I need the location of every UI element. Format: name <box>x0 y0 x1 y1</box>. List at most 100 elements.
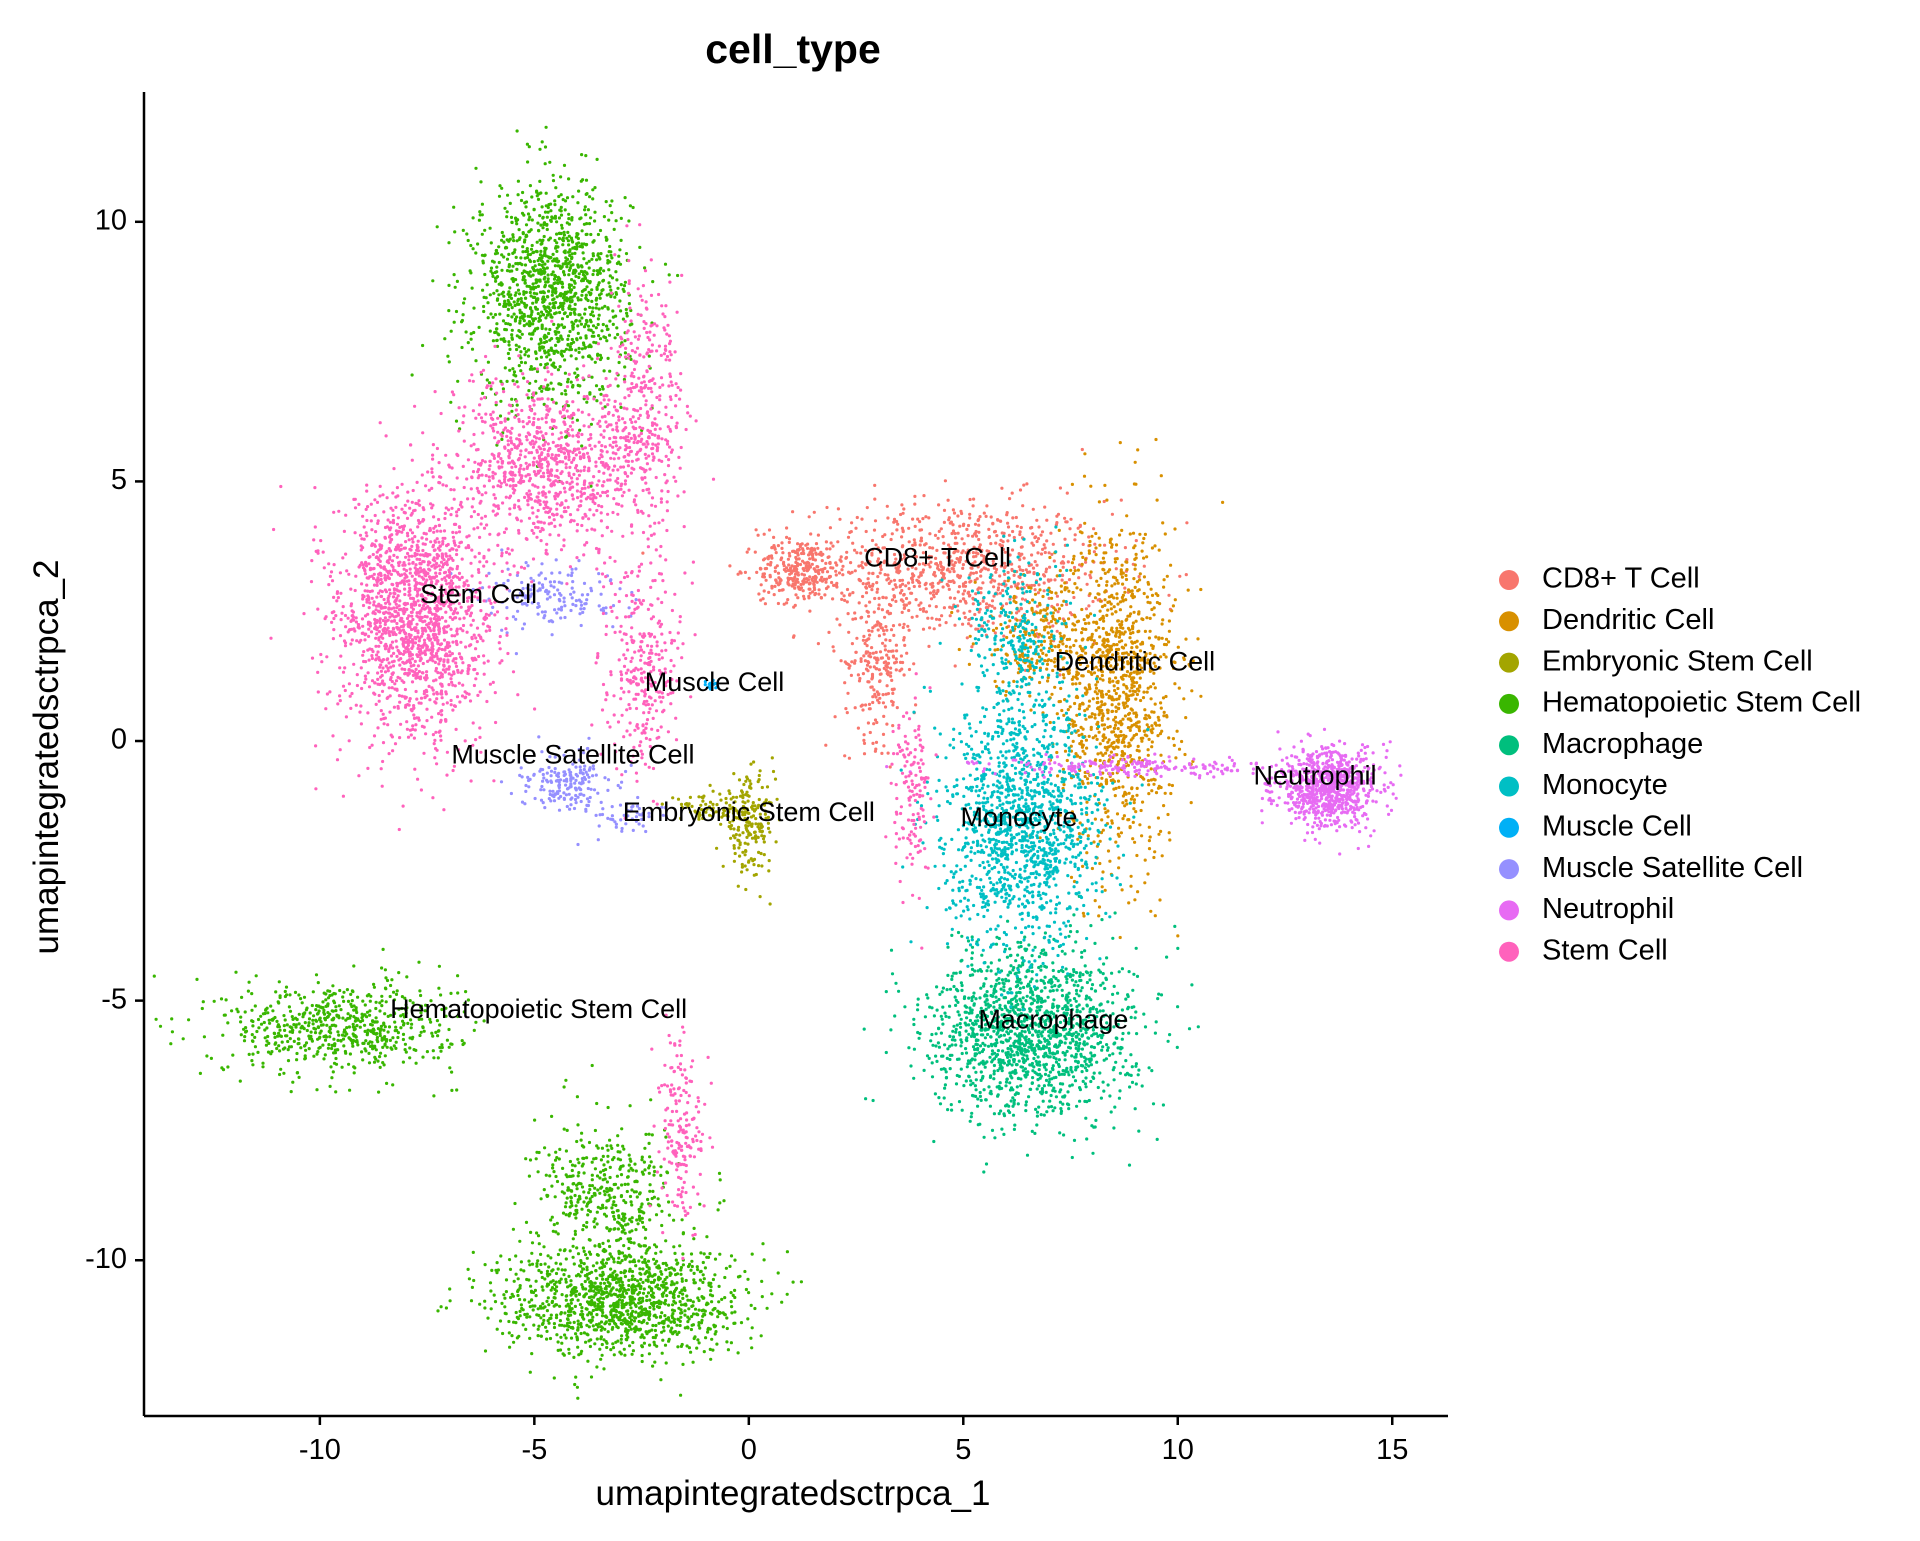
data-point <box>321 1006 325 1010</box>
data-point <box>800 551 804 556</box>
data-point <box>814 551 818 555</box>
data-point <box>792 567 796 571</box>
data-point <box>1102 619 1106 623</box>
data-point <box>519 297 523 301</box>
data-point <box>332 1001 337 1005</box>
data-point <box>1168 838 1172 842</box>
data-point <box>923 583 927 587</box>
data-point <box>971 642 975 646</box>
data-point <box>885 684 889 688</box>
data-point <box>368 999 372 1003</box>
data-point <box>1110 626 1114 630</box>
data-point <box>362 1041 366 1045</box>
data-point <box>594 306 598 310</box>
data-point <box>882 744 886 748</box>
data-point <box>831 544 835 548</box>
data-point <box>997 582 1001 586</box>
data-point <box>1021 504 1025 508</box>
data-point <box>495 289 499 293</box>
data-point <box>1149 778 1153 782</box>
data-point <box>1160 854 1164 858</box>
data-point <box>563 371 568 375</box>
data-point <box>618 248 622 252</box>
data-point <box>853 548 857 552</box>
data-point <box>768 575 772 579</box>
data-point <box>1063 537 1067 541</box>
data-point <box>1129 605 1133 609</box>
data-point <box>404 1050 408 1054</box>
data-point <box>1097 583 1101 588</box>
data-point <box>1097 536 1101 540</box>
data-point <box>1139 808 1143 813</box>
data-point <box>845 662 849 666</box>
data-point <box>1137 756 1142 760</box>
data-point <box>780 541 784 545</box>
data-point <box>297 1037 301 1041</box>
data-point <box>872 722 876 726</box>
data-point <box>836 540 840 544</box>
data-point <box>1041 594 1045 599</box>
data-point <box>864 586 869 590</box>
data-point <box>409 1026 413 1030</box>
data-point <box>1083 686 1087 690</box>
data-point <box>933 574 937 578</box>
data-point <box>738 843 742 847</box>
data-point <box>1180 739 1184 744</box>
data-point <box>861 566 865 570</box>
data-point <box>774 840 778 844</box>
data-point <box>801 549 805 553</box>
data-point <box>1092 840 1096 844</box>
data-point <box>815 580 819 584</box>
data-point <box>605 293 609 297</box>
data-point <box>599 252 603 256</box>
data-point <box>539 242 543 246</box>
data-point <box>1150 593 1155 598</box>
data-point <box>576 264 580 268</box>
data-point <box>347 1062 351 1066</box>
data-point <box>1042 619 1046 623</box>
data-point <box>553 274 558 278</box>
data-point <box>1152 855 1156 860</box>
data-point <box>364 1049 368 1053</box>
data-point <box>261 1065 265 1069</box>
data-point <box>1049 619 1053 624</box>
data-point <box>942 508 947 512</box>
data-point <box>630 322 634 326</box>
data-point <box>401 1032 406 1036</box>
data-point <box>882 714 886 719</box>
data-point <box>293 990 298 995</box>
data-point <box>1086 834 1090 838</box>
data-point <box>876 587 880 591</box>
data-point <box>1018 488 1023 492</box>
data-point <box>849 561 853 565</box>
data-point <box>575 367 579 371</box>
data-point <box>1119 498 1123 502</box>
data-point <box>881 641 885 645</box>
data-point <box>838 623 842 627</box>
data-point <box>583 307 587 311</box>
data-point <box>961 582 966 586</box>
data-point <box>732 827 736 831</box>
data-point <box>907 608 911 613</box>
data-point <box>553 199 557 203</box>
data-point <box>219 997 224 1001</box>
data-point <box>1118 441 1122 445</box>
data-point <box>278 994 282 998</box>
data-point <box>802 578 806 582</box>
data-point <box>1037 583 1041 587</box>
data-point <box>1038 680 1042 685</box>
data-point <box>1050 692 1054 696</box>
data-point <box>752 830 757 835</box>
data-point <box>568 312 573 316</box>
data-point <box>542 221 546 225</box>
data-point <box>527 218 531 222</box>
data-point <box>987 535 991 540</box>
data-point <box>734 833 738 837</box>
data-point <box>1077 576 1081 580</box>
data-point <box>334 1005 338 1009</box>
data-point <box>447 241 451 245</box>
data-point <box>1055 712 1059 716</box>
data-point <box>580 265 584 269</box>
data-point <box>961 597 966 601</box>
data-point <box>1043 659 1047 663</box>
